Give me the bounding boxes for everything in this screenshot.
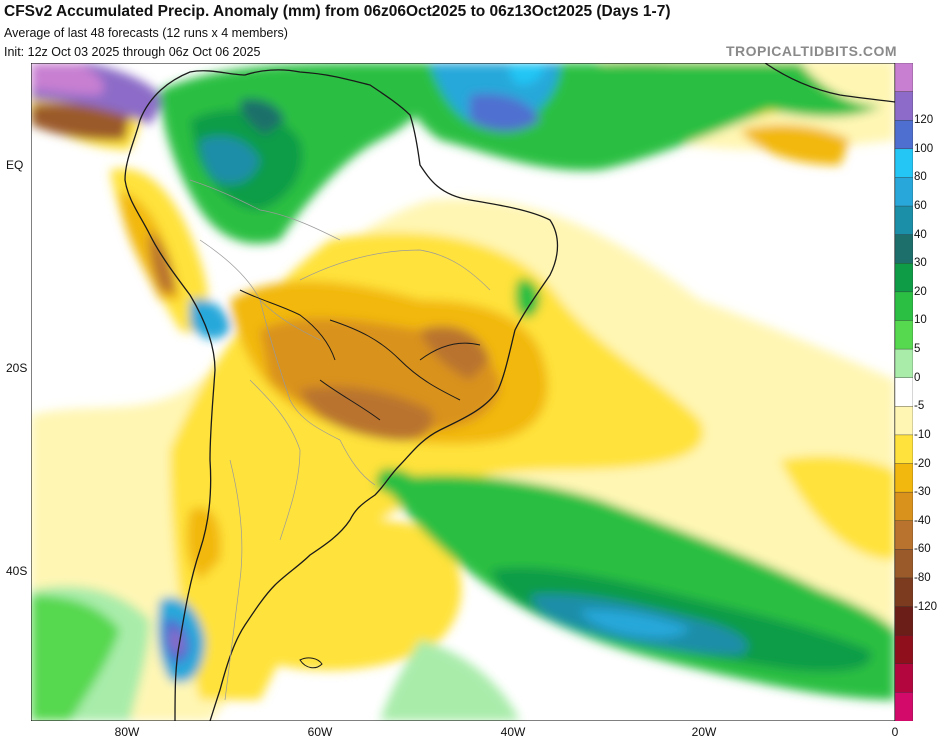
colorbar-segment bbox=[895, 520, 913, 551]
coastline bbox=[124, 69, 559, 721]
colorbar-label: 0 bbox=[914, 371, 921, 384]
colorbar-label: -10 bbox=[914, 428, 931, 441]
colorbar-segment bbox=[895, 91, 913, 121]
africa-coastline bbox=[764, 63, 895, 103]
map-title: CFSv2 Accumulated Precip. Anomaly (mm) f… bbox=[4, 3, 671, 20]
colorbar-segment bbox=[895, 663, 913, 694]
map-subtitle: Average of last 48 forecasts (12 runs x … bbox=[4, 26, 288, 40]
country-borders bbox=[189, 179, 491, 701]
anomaly-field bbox=[31, 63, 895, 721]
colorbar-label: -40 bbox=[914, 514, 931, 527]
colorbar-segment bbox=[895, 634, 913, 665]
colorbar-segment bbox=[895, 549, 913, 579]
lon-label-40w: 40W bbox=[500, 725, 526, 739]
colorbar-segment bbox=[895, 63, 913, 93]
colorbar-label: -60 bbox=[914, 543, 931, 556]
colorbar-label: 80 bbox=[914, 171, 927, 184]
init-time: Init: 12z Oct 03 2025 through 06z Oct 06… bbox=[4, 45, 261, 59]
colorbar-label: 100 bbox=[914, 142, 934, 155]
lon-label-0: 0 bbox=[891, 725, 899, 739]
falkland-islands bbox=[299, 657, 323, 669]
precip-anomaly-map bbox=[31, 63, 895, 721]
lat-label-20s: 20S bbox=[6, 361, 28, 375]
colorbar-label: 20 bbox=[914, 285, 927, 298]
colorbar-segment bbox=[895, 234, 913, 264]
lon-label-20w: 20W bbox=[691, 725, 717, 739]
colorbar-label: 40 bbox=[914, 228, 927, 241]
colorbar-segment bbox=[895, 120, 913, 150]
colorbar-segment bbox=[895, 263, 913, 293]
colorbar-label: -20 bbox=[914, 457, 931, 470]
colorbar-label: -30 bbox=[914, 486, 931, 499]
colorbar-segment bbox=[895, 205, 913, 236]
colorbar-segment bbox=[895, 291, 913, 322]
colorbar-label: 60 bbox=[914, 200, 927, 213]
colorbar-segment bbox=[895, 320, 913, 350]
colorbar-segment bbox=[895, 606, 913, 636]
colorbar-label: 5 bbox=[914, 343, 921, 356]
lat-label-40s: 40S bbox=[6, 564, 28, 578]
state-borders bbox=[239, 289, 481, 421]
lon-label-60w: 60W bbox=[307, 725, 333, 739]
colorbar-label: 30 bbox=[914, 257, 927, 270]
colorbar-label: -80 bbox=[914, 571, 931, 584]
site-credit: TROPICALTIDBITS.COM bbox=[725, 43, 897, 59]
lat-label-eq: EQ bbox=[6, 158, 24, 172]
colorbar-segment bbox=[895, 434, 913, 465]
colorbar-segment bbox=[895, 577, 913, 608]
colorbar-segment bbox=[895, 177, 913, 207]
colorbar-segment bbox=[895, 463, 913, 493]
colorbar-label: 10 bbox=[914, 314, 927, 327]
colorbar-label: 120 bbox=[914, 114, 934, 127]
colorbar-label: -120 bbox=[914, 600, 938, 613]
colorbar-segment bbox=[895, 348, 913, 379]
colorbar-segment bbox=[895, 692, 913, 721]
colorbar-segment bbox=[895, 491, 913, 522]
colorbar bbox=[895, 63, 913, 721]
lon-label-80w: 80W bbox=[114, 725, 140, 739]
colorbar-segment bbox=[895, 148, 913, 179]
colorbar-label: -5 bbox=[914, 400, 925, 413]
colorbar-segment bbox=[895, 377, 913, 408]
colorbar-segment bbox=[895, 406, 913, 436]
